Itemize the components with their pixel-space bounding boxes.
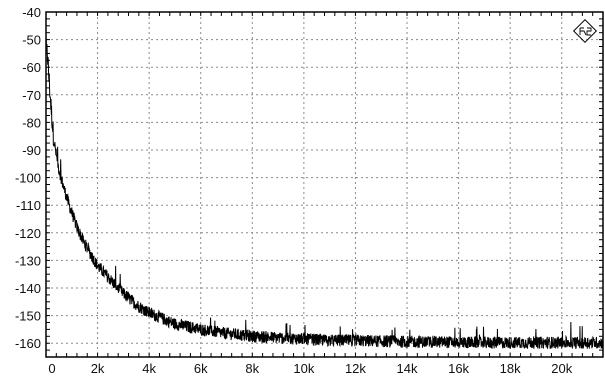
y-tick-label: -40 xyxy=(22,5,41,20)
y-tick-label: -80 xyxy=(22,115,41,130)
series-trace xyxy=(45,38,604,350)
x-tick-label: 4k xyxy=(142,361,156,376)
rs-logo-icon xyxy=(572,18,598,44)
x-tick-label: 8k xyxy=(245,361,259,376)
y-tick-label: -90 xyxy=(22,143,41,158)
x-tick-label: 10k xyxy=(293,361,314,376)
y-axis-labels: -40 -50 -60 -70 -80 -90 -100 -110 -120 -130 -140 -1… xyxy=(15,5,41,351)
x-tick-label: 18k xyxy=(500,361,521,376)
x-tick-label: 20k xyxy=(551,361,572,376)
x-axis-labels: 0 2k 4k 6k 8k 10k 12k 14k 16k 18k 20k xyxy=(48,361,572,376)
grid-lines xyxy=(45,11,603,357)
y-tick-label: -110 xyxy=(16,198,41,213)
x-tick-label: 12k xyxy=(345,361,366,376)
x-tick-label: 14k xyxy=(397,361,418,376)
x-tick-label: 6k xyxy=(194,361,208,376)
y-tick-label: -140 xyxy=(15,281,41,296)
x-tick-label: 2k xyxy=(91,361,105,376)
y-tick-label: -50 xyxy=(22,33,41,48)
y-tick-label: -100 xyxy=(15,171,41,186)
y-tick-label: -130 xyxy=(15,253,41,268)
y-tick-label: -150 xyxy=(15,309,41,324)
y-tick-label: -70 xyxy=(22,88,41,103)
x-tick-label: 16k xyxy=(448,361,469,376)
plot-frame xyxy=(45,11,604,358)
y-tick-label: -60 xyxy=(22,60,41,75)
x-tick-label: 0 xyxy=(48,361,55,376)
minor-ticks xyxy=(45,11,604,358)
y-tick-label: -160 xyxy=(15,336,41,351)
y-tick-label: -120 xyxy=(15,226,41,241)
